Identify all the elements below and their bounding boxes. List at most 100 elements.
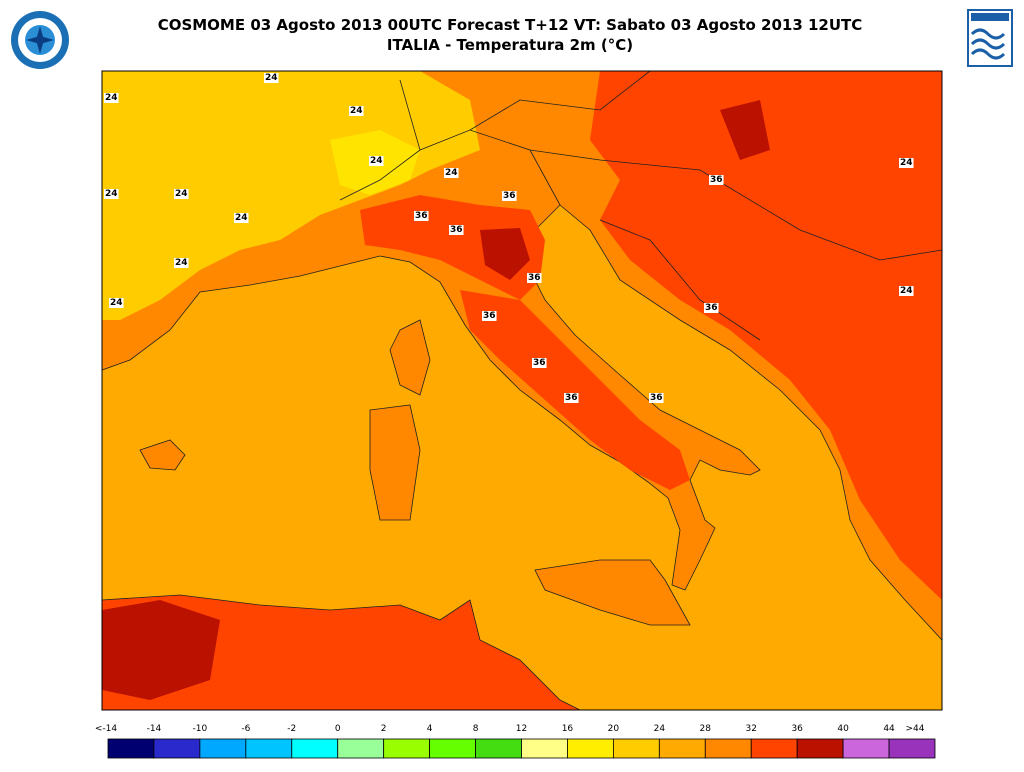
contour-label-bg: [899, 286, 914, 296]
africa-hot: [102, 600, 220, 700]
contour-label: 36: [565, 393, 578, 403]
contour-label-bg: [414, 211, 429, 221]
contour-label: 36: [650, 393, 663, 403]
po-valley-hot: [360, 195, 545, 300]
colorbar-label: 28: [700, 724, 712, 734]
contour-label: 36: [528, 273, 541, 283]
contour-label-bg: [532, 358, 547, 368]
colorbar-label: 16: [562, 724, 574, 734]
contour-label-bg: [649, 393, 664, 403]
colorbar-label: -10: [193, 724, 208, 734]
colorbar-label: 24: [654, 724, 666, 734]
contour-label-bg: [349, 106, 364, 116]
colorbar-label: 8: [473, 724, 479, 734]
colorbar-swatch: [796, 738, 844, 759]
sardinia: [369, 404, 421, 521]
contour-label: 24: [350, 106, 363, 116]
colorbar-swatch: [521, 738, 568, 759]
colorbar-swatch: [107, 738, 155, 759]
contour-label-bg: [482, 311, 497, 321]
colorbar-label: 12: [516, 724, 527, 734]
sicily: [534, 559, 691, 626]
contour-label: 24: [175, 258, 188, 268]
contour-label: 36: [705, 303, 718, 313]
colorbar-label: >44: [906, 724, 925, 734]
contour-label: 24: [265, 73, 278, 83]
colorbar-swatch: [337, 738, 385, 759]
title: COSMOME 03 Agosto 2013 00UTC Forecast T+…: [158, 16, 863, 34]
contour-label-bg: [109, 298, 124, 308]
map-frame: [101, 70, 943, 711]
colorbar-label: 0: [335, 724, 341, 734]
colorbar-swatch: [199, 738, 247, 759]
contour-label-bg: [104, 189, 119, 199]
contour-label-bg: [444, 168, 459, 178]
colorbar-swatch: [842, 738, 890, 759]
contour-label-bg: [709, 175, 724, 185]
contour-label-bg: [564, 393, 579, 403]
contour-label-bg: [264, 73, 279, 83]
colorbar-label: 36: [791, 724, 803, 734]
colorbar-swatch: [245, 738, 293, 759]
contour-label: 36: [710, 175, 723, 185]
colorbar-swatch: [429, 738, 476, 759]
contour-label: 24: [175, 189, 188, 199]
contour-label: 24: [105, 189, 118, 199]
hot-spot-east: [720, 100, 770, 160]
colorbar-label: 44: [883, 724, 895, 734]
contour-label: 36: [450, 225, 463, 235]
contour-label: 36: [503, 191, 516, 201]
colorbar-swatch: [383, 738, 431, 759]
apennine-hot: [460, 290, 690, 490]
hot-spot: [480, 228, 530, 280]
contour-label: 36: [483, 311, 496, 321]
colorbar-label: 2: [381, 724, 387, 734]
contour-label: 24: [105, 93, 118, 103]
colorbar: <-14 -14 -10 -6 -2 0 2 4 8 12 16 20 24 28 32 36 40 44 >44: [95, 724, 936, 759]
colorbar-label: -6: [241, 724, 250, 734]
colorbar-swatch: [567, 738, 614, 759]
colorbar-swatch: [704, 738, 752, 759]
contour-label-bg: [899, 158, 914, 168]
contour-label-bg: [104, 93, 119, 103]
contour-label: 36: [415, 211, 428, 221]
logo-left: [11, 11, 69, 69]
contour-label: 36: [533, 358, 546, 368]
colorbar-swatch: [291, 738, 339, 759]
colorbar-label: -14: [147, 724, 162, 734]
colorbar-label: 20: [608, 724, 620, 734]
contour-label: 24: [445, 168, 458, 178]
contour-label-bg: [174, 258, 189, 268]
east-hot: [590, 71, 942, 600]
contour-label-bg: [502, 191, 517, 201]
contour-label: 24: [370, 156, 383, 166]
colorbar-label: 40: [837, 724, 849, 734]
contour-label: 24: [110, 298, 123, 308]
colorbar-label: <-14: [95, 724, 118, 734]
map: 24 24 24 24 24 24 24 24 24 24 36 36 36 3…: [101, 70, 943, 711]
colorbar-swatch: [475, 738, 522, 759]
contour-label: 24: [235, 213, 248, 223]
contour-label-bg: [449, 225, 464, 235]
colorbar-label: 4: [427, 724, 433, 734]
subtitle: ITALIA - Temperatura 2m (°C): [387, 36, 633, 54]
baleari: [139, 439, 186, 471]
colorbar-swatch: [750, 738, 798, 759]
contour-label: 24: [900, 158, 913, 168]
contour-label-bg: [704, 303, 719, 313]
contour-label-bg: [527, 273, 542, 283]
colorbar-swatch: [612, 738, 660, 759]
borders: [339, 70, 943, 341]
contour-label-bg: [369, 156, 384, 166]
contour-labels: 24 24 24 24 24 24 24 24 24 24 36 36 36 3…: [104, 73, 914, 403]
contour-label-bg: [174, 189, 189, 199]
colorbar-label: -2: [287, 724, 296, 734]
colorbar-swatch: [153, 738, 201, 759]
colorbar-swatch: [888, 738, 936, 759]
colorbar-swatch: [658, 738, 706, 759]
contour-label-bg: [234, 213, 249, 223]
corsica: [389, 319, 431, 396]
logo-right: [967, 9, 1013, 67]
